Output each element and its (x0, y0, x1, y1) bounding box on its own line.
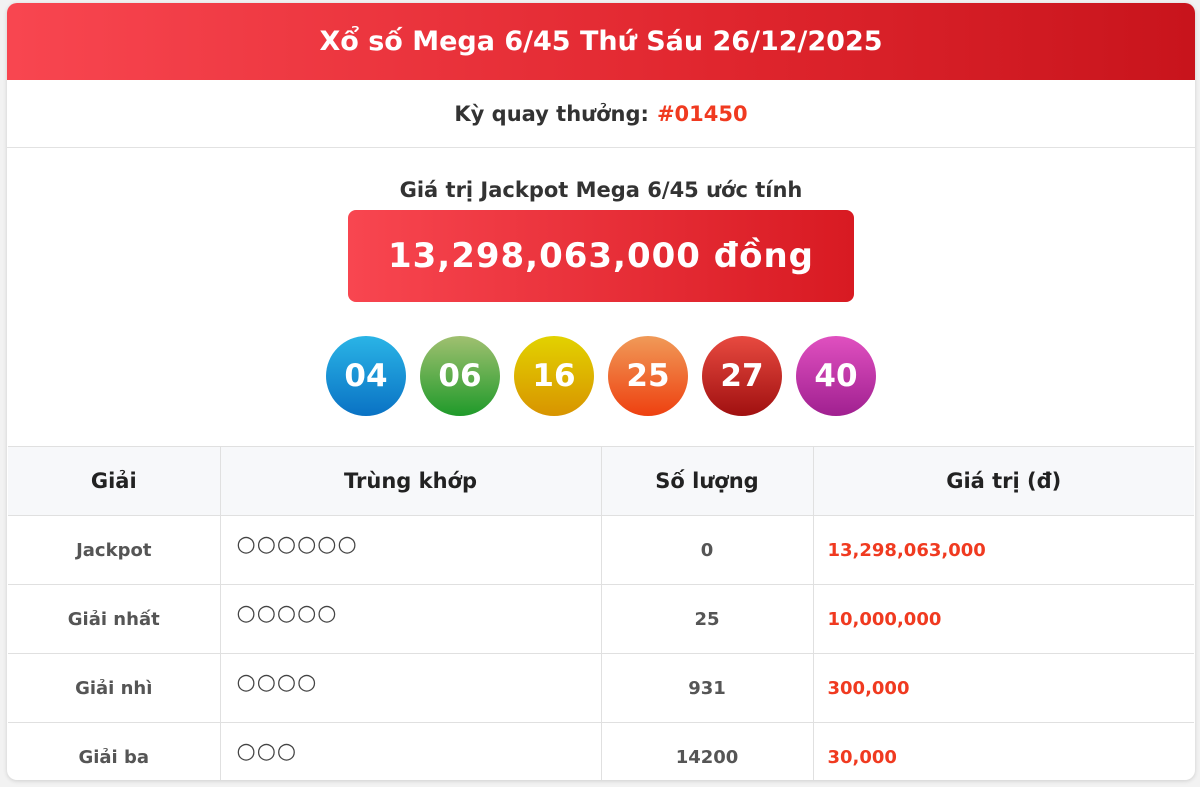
col-value: Giá trị (đ) (812, 446, 1194, 516)
number-ball: 16 (514, 336, 594, 416)
number-ball: 04 (326, 336, 406, 416)
number-ball: 40 (796, 336, 876, 416)
match-circles: ○○○○○○ (219, 515, 602, 585)
prize-value: 30,000 (812, 722, 1194, 780)
prize-name: Giải ba (8, 722, 221, 780)
match-circles: ○○○ (219, 722, 602, 780)
draw-label: Kỳ quay thưởng: (454, 101, 649, 126)
jackpot-label: Giá trị Jackpot Mega 6/45 ước tính (399, 178, 803, 202)
winner-count: 14200 (600, 722, 814, 780)
table-row: Giải nhì ○○○○ 931 300,000 (8, 653, 1194, 723)
match-circles: ○○○○○ (219, 584, 602, 654)
page-title: Xổ số Mega 6/45 Thứ Sáu 26/12/2025 (7, 3, 1195, 80)
number-ball: 25 (608, 336, 688, 416)
col-match: Trùng khớp (219, 446, 602, 516)
winner-count: 25 (600, 584, 814, 654)
winner-count: 931 (600, 653, 814, 723)
col-prize: Giải (8, 446, 221, 516)
winner-count: 0 (600, 515, 814, 585)
prize-table: Giải Trùng khớp Số lượng Giá trị (đ) Jac… (8, 446, 1194, 780)
match-circles: ○○○○ (219, 653, 602, 723)
number-ball: 27 (702, 336, 782, 416)
draw-number: #01450 (656, 101, 748, 126)
jackpot-value: 13,298,063,000 đồng (348, 210, 854, 302)
prize-value: 300,000 (812, 653, 1194, 723)
winning-numbers: 04 06 16 25 27 40 (7, 336, 1195, 416)
prize-name: Giải nhì (8, 653, 221, 723)
table-row: Jackpot ○○○○○○ 0 13,298,063,000 (8, 515, 1194, 585)
table-row: Giải nhất ○○○○○ 25 10,000,000 (8, 584, 1194, 654)
results-card: Xổ số Mega 6/45 Thứ Sáu 26/12/2025 Kỳ qu… (7, 3, 1195, 780)
draw-info: Kỳ quay thưởng: #01450 (7, 80, 1195, 148)
col-count: Số lượng (600, 446, 814, 516)
table-row: Giải ba ○○○ 14200 30,000 (8, 722, 1194, 780)
prize-name: Giải nhất (8, 584, 221, 654)
number-ball: 06 (420, 336, 500, 416)
table-header-row: Giải Trùng khớp Số lượng Giá trị (đ) (8, 446, 1194, 516)
prize-value: 10,000,000 (812, 584, 1194, 654)
prize-value: 13,298,063,000 (812, 515, 1194, 585)
prize-name: Jackpot (8, 515, 221, 585)
